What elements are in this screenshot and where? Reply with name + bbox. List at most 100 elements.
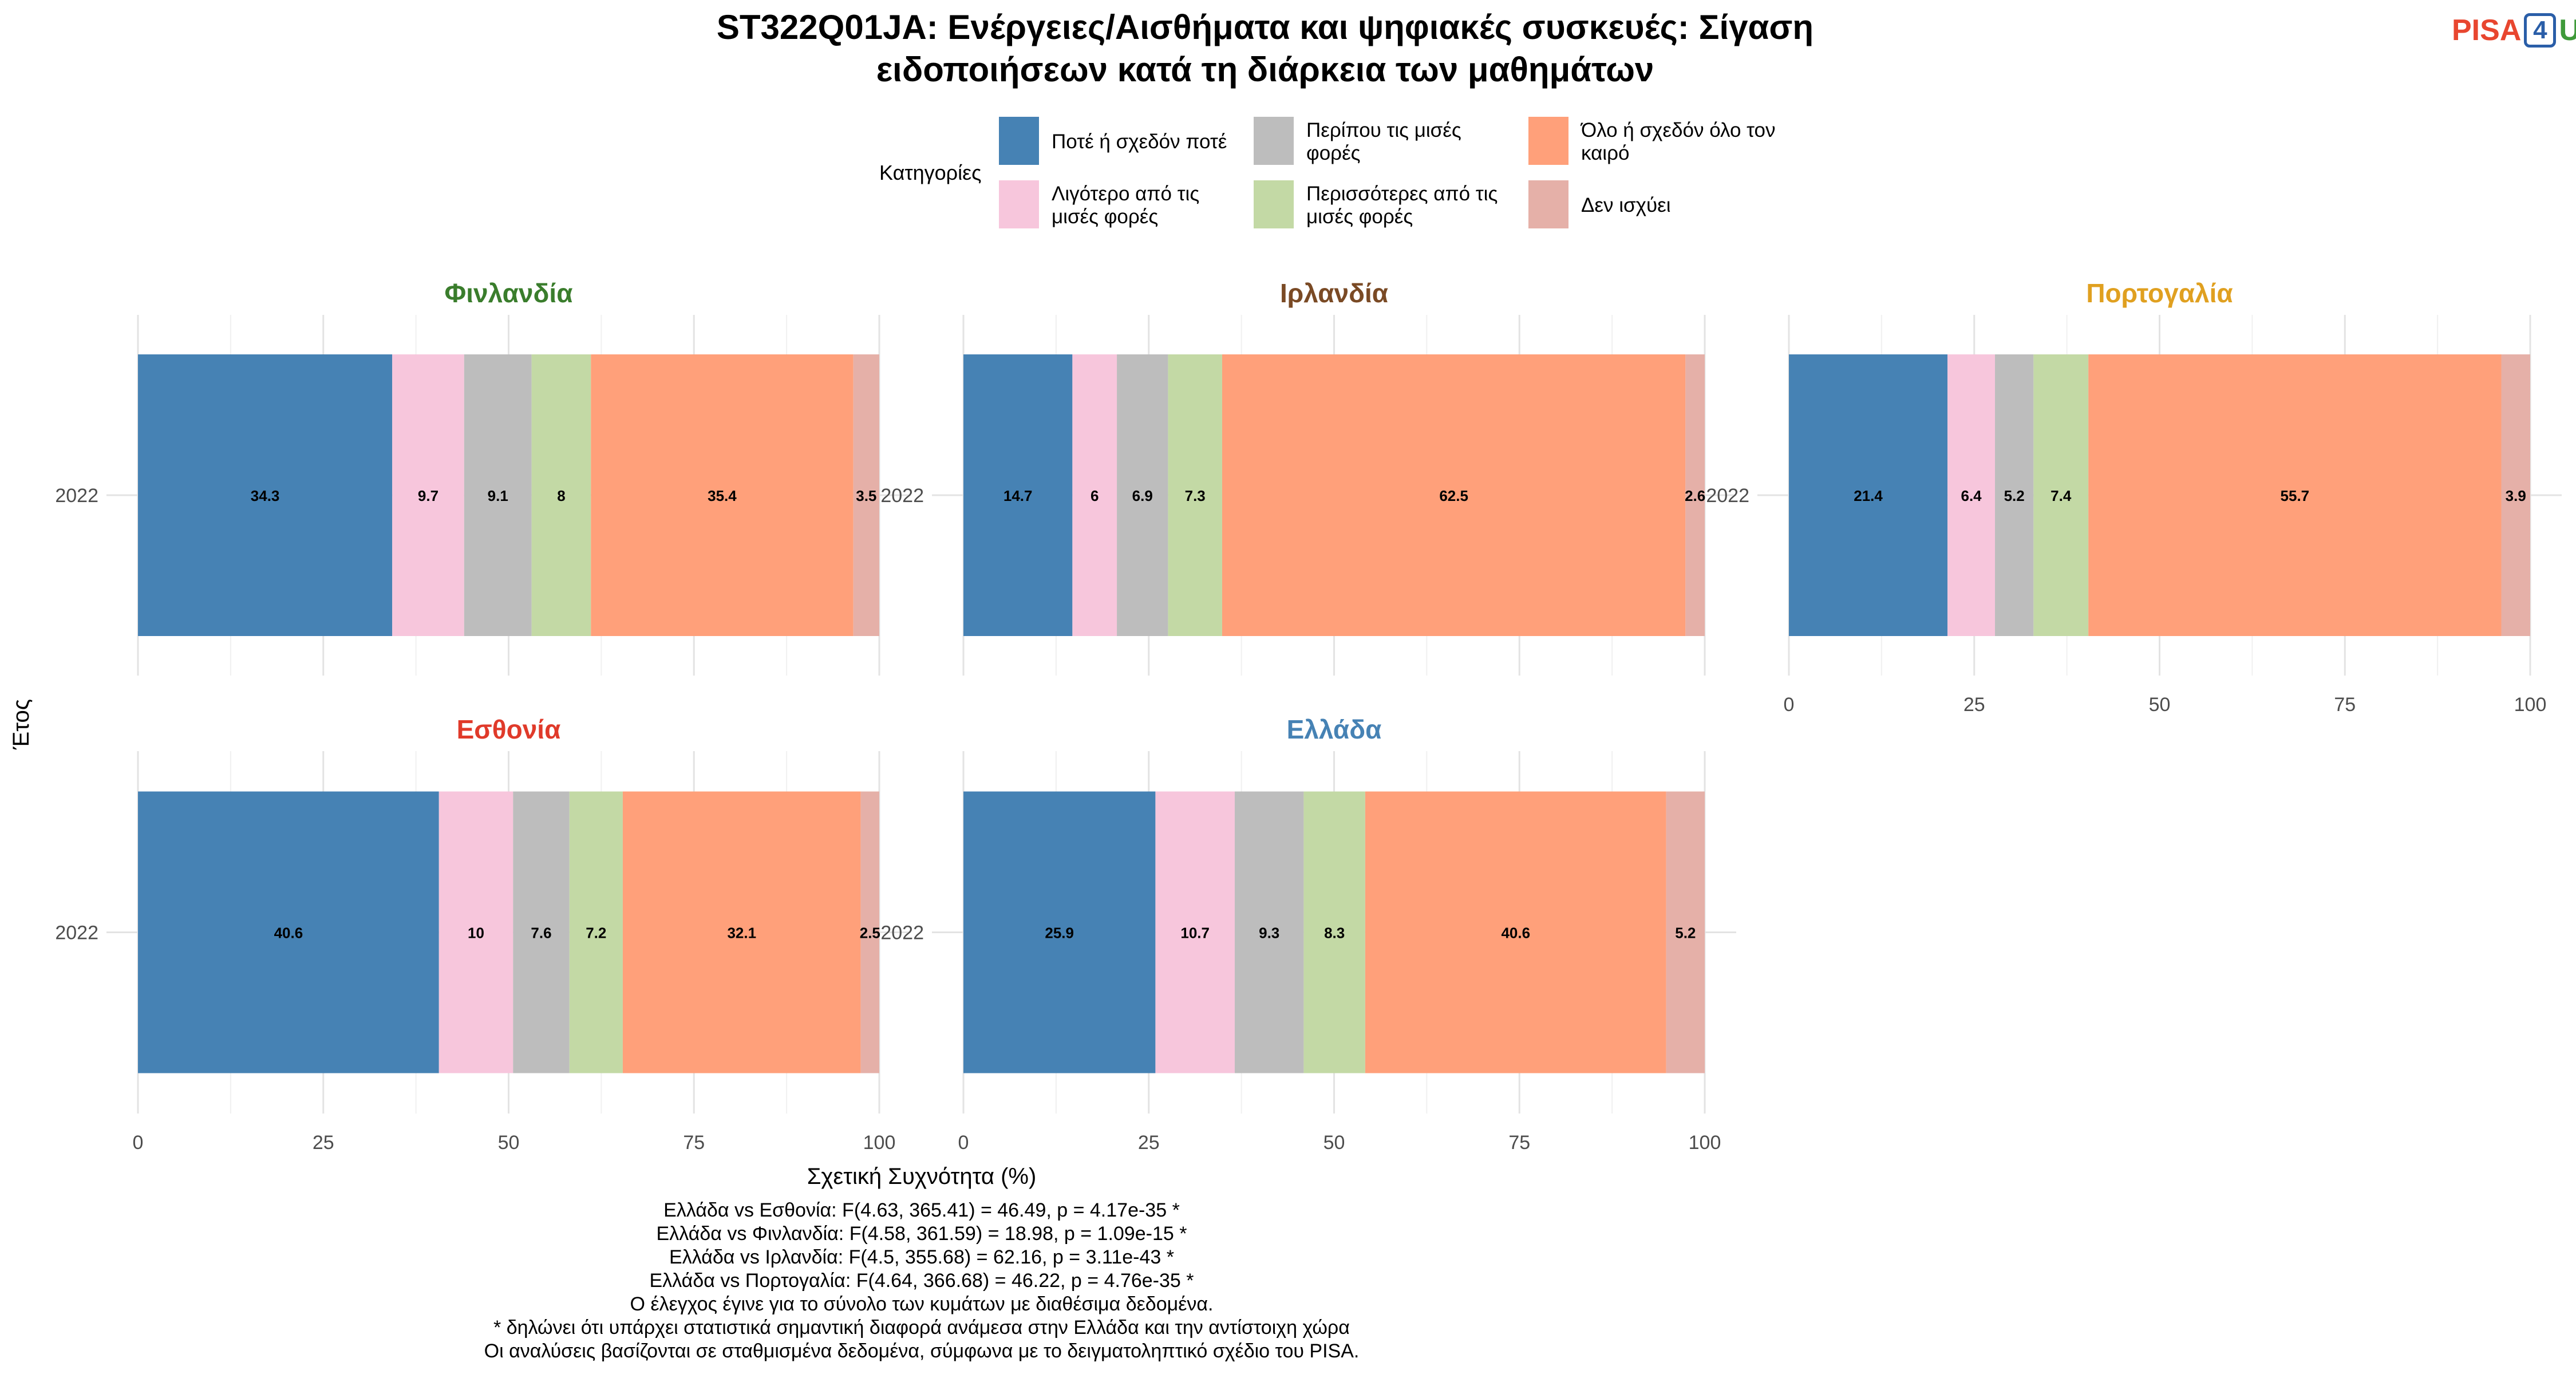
- legend-key-label: καιρό: [1581, 142, 1629, 164]
- bar-segment: [2501, 354, 2530, 636]
- bar-segment: [1685, 354, 1705, 636]
- x-tick-label: 100: [863, 1132, 896, 1154]
- bar-value-label: 3.5: [856, 487, 876, 504]
- footnote-line: Ο έλεγχος έγινε για το σύνολο των κυμάτω…: [630, 1293, 1214, 1315]
- legend-key-swatch: [1528, 180, 1568, 228]
- facet-title: Εσθονία: [457, 714, 561, 744]
- facet-title: Πορτογαλία: [2086, 278, 2233, 308]
- bar-value-label: 2.5: [860, 925, 880, 942]
- bar-segment: [1666, 791, 1705, 1073]
- legend-key-label: Ποτέ ή σχεδόν ποτέ: [1052, 131, 1227, 153]
- bar-value-label: 6.4: [1961, 487, 1982, 504]
- footnote-line: Ελλάδα vs Πορτογαλία: F(4.64, 366.68) = …: [650, 1270, 1194, 1292]
- x-tick-label: 50: [2149, 694, 2171, 716]
- footnote-line: * δηλώνει ότι υπάρχει στατιστικά σημαντι…: [493, 1317, 1350, 1339]
- bar-segment: [591, 354, 854, 636]
- bar-value-label: 7.4: [2050, 487, 2072, 504]
- footnote-line: Ελλάδα vs Εσθονία: F(4.63, 365.41) = 46.…: [663, 1199, 1180, 1221]
- bar-segment: [963, 354, 1073, 636]
- legend-key-swatch: [999, 117, 1039, 165]
- logo-text-u: U: [2559, 14, 2576, 47]
- x-tick-label: 75: [683, 1132, 705, 1154]
- bar-segment: [622, 791, 861, 1073]
- bar-segment: [1303, 791, 1365, 1073]
- bar-segment: [569, 791, 623, 1073]
- x-tick-label: 0: [133, 1132, 144, 1154]
- bar-segment: [1072, 354, 1117, 636]
- legend-key-swatch: [1254, 117, 1294, 165]
- legend-key-label: Όλο ή σχεδόν όλο τον: [1580, 119, 1775, 141]
- legend-key-label: φορές: [1306, 142, 1361, 164]
- bar-value-label: 9.7: [418, 487, 438, 504]
- bar-value-label: 14.7: [1003, 487, 1033, 504]
- x-tick-label: 50: [1323, 1132, 1345, 1154]
- pisa4u-logo: PISA 4 U: [2452, 10, 2576, 50]
- legend-key-swatch: [1254, 180, 1294, 228]
- bar-segment: [513, 791, 570, 1073]
- bar-value-label: 55.7: [2281, 487, 2310, 504]
- bar-value-label: 25.9: [1045, 925, 1074, 942]
- bar-segment: [853, 354, 879, 636]
- y-tick-label: 2022: [880, 922, 924, 944]
- legend-key-label: Δεν ισχύει: [1581, 194, 1670, 216]
- y-tick-label: 2022: [55, 485, 98, 507]
- logo-text-4: 4: [2524, 13, 2557, 48]
- bar-value-label: 6: [1091, 487, 1099, 504]
- bar-value-label: 7.6: [531, 925, 551, 942]
- bar-value-label: 10.7: [1180, 925, 1210, 942]
- bar-value-label: 35.4: [708, 487, 737, 504]
- footnote-line: Ελλάδα vs Ιρλανδία: F(4.5, 355.68) = 62.…: [669, 1246, 1174, 1268]
- bar-value-label: 5.2: [1675, 925, 1696, 942]
- facet-title: Ιρλανδία: [1280, 278, 1388, 308]
- x-tick-label: 100: [1689, 1132, 1721, 1154]
- legend-key-label: Περισσότερες από τις: [1306, 183, 1498, 205]
- logo-text-pisa: PISA: [2452, 14, 2522, 47]
- x-tick-label: 75: [1508, 1132, 1530, 1154]
- y-axis-title: Έτος: [9, 699, 34, 750]
- x-tick-label: 25: [313, 1132, 334, 1154]
- bar-value-label: 9.1: [488, 487, 508, 504]
- bar-segment: [1365, 791, 1666, 1073]
- chart-title-line: ST322Q01JA: Ενέργειες/Αισθήματα και ψηφι…: [717, 8, 1814, 46]
- legend-key-swatch: [999, 180, 1039, 228]
- bar-segment: [392, 354, 464, 636]
- bar-value-label: 34.3: [251, 487, 280, 504]
- bar-value-label: 62.5: [1439, 487, 1468, 504]
- bar-segment: [531, 354, 591, 636]
- bar-value-label: 7.3: [1185, 487, 1206, 504]
- bar-value-label: 21.4: [1854, 487, 1883, 504]
- bar-value-label: 6.9: [1132, 487, 1153, 504]
- bar-value-label: 40.6: [1501, 925, 1530, 942]
- bar-segment: [1155, 791, 1235, 1073]
- y-tick-label: 2022: [55, 922, 98, 944]
- bar-segment: [1234, 791, 1304, 1073]
- bar-segment: [438, 791, 513, 1073]
- x-tick-label: 25: [1963, 694, 1985, 716]
- y-tick-label: 2022: [1706, 485, 1749, 507]
- bar-value-label: 9.3: [1259, 925, 1279, 942]
- bar-value-label: 7.2: [586, 925, 606, 942]
- y-tick-label: 2022: [880, 485, 924, 507]
- bar-segment: [1789, 354, 1948, 636]
- bar-value-label: 2.6: [1685, 487, 1705, 504]
- bar-segment: [1947, 354, 1996, 636]
- footnote-line: Ελλάδα vs Φινλανδία: F(4.58, 361.59) = 1…: [657, 1223, 1187, 1245]
- bar-value-label: 5.2: [2004, 487, 2025, 504]
- bar-segment: [963, 791, 1156, 1073]
- bar-value-label: 10: [468, 925, 484, 942]
- bar-segment: [2033, 354, 2089, 636]
- bar-segment: [2088, 354, 2502, 636]
- bar-value-label: 3.9: [2506, 487, 2526, 504]
- bar-segment: [860, 791, 879, 1073]
- legend-key-label: μισές φορές: [1052, 206, 1158, 228]
- bar-segment: [1168, 354, 1222, 636]
- bar-segment: [138, 791, 439, 1073]
- bar-value-label: 32.1: [727, 925, 756, 942]
- bar-segment: [1117, 354, 1168, 636]
- x-tick-label: 50: [498, 1132, 520, 1154]
- bar-segment: [138, 354, 393, 636]
- legend-title: Κατηγορίες: [879, 161, 982, 184]
- chart-title-line: ειδοποιήσεων κατά τη διάρκεια των μαθημά…: [876, 50, 1654, 89]
- bar-segment: [464, 354, 532, 636]
